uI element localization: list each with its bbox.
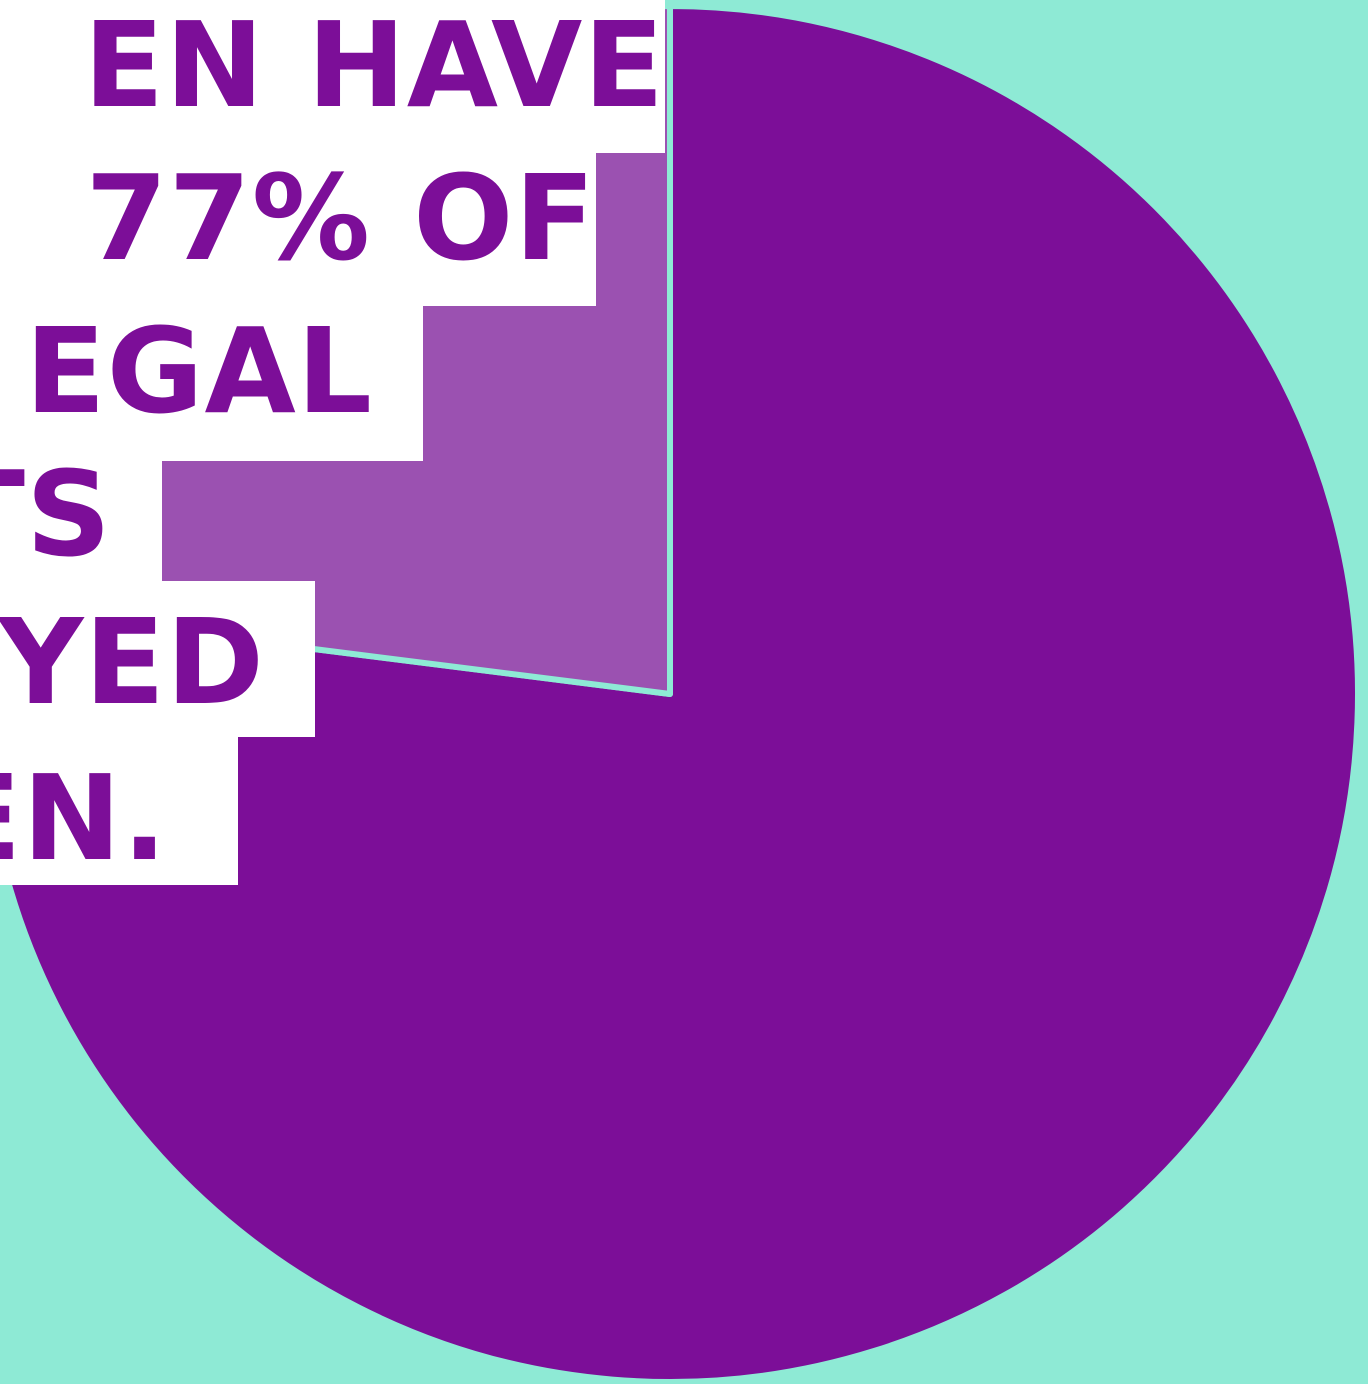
headline-line-5: YED [0,581,315,737]
headline-line-1-text: EN HAVE [83,0,665,134]
headline-line-4: TS [0,461,162,581]
pie-slice-1 [0,3,1361,1384]
headline-line-1: EN HAVE [0,0,665,153]
headline-line-3: EGAL [0,306,423,461]
headline-line-2-text: 77% OF [85,153,596,287]
headline-line-5-text: YED [0,593,265,731]
headline-line-6: EN. [0,737,238,885]
headline-line-3-text: EGAL [25,306,373,440]
headline-line-2: 77% OF [0,153,596,306]
headline-line-4-text: TS [0,461,112,581]
headline-line-6-text: EN. [0,749,168,885]
